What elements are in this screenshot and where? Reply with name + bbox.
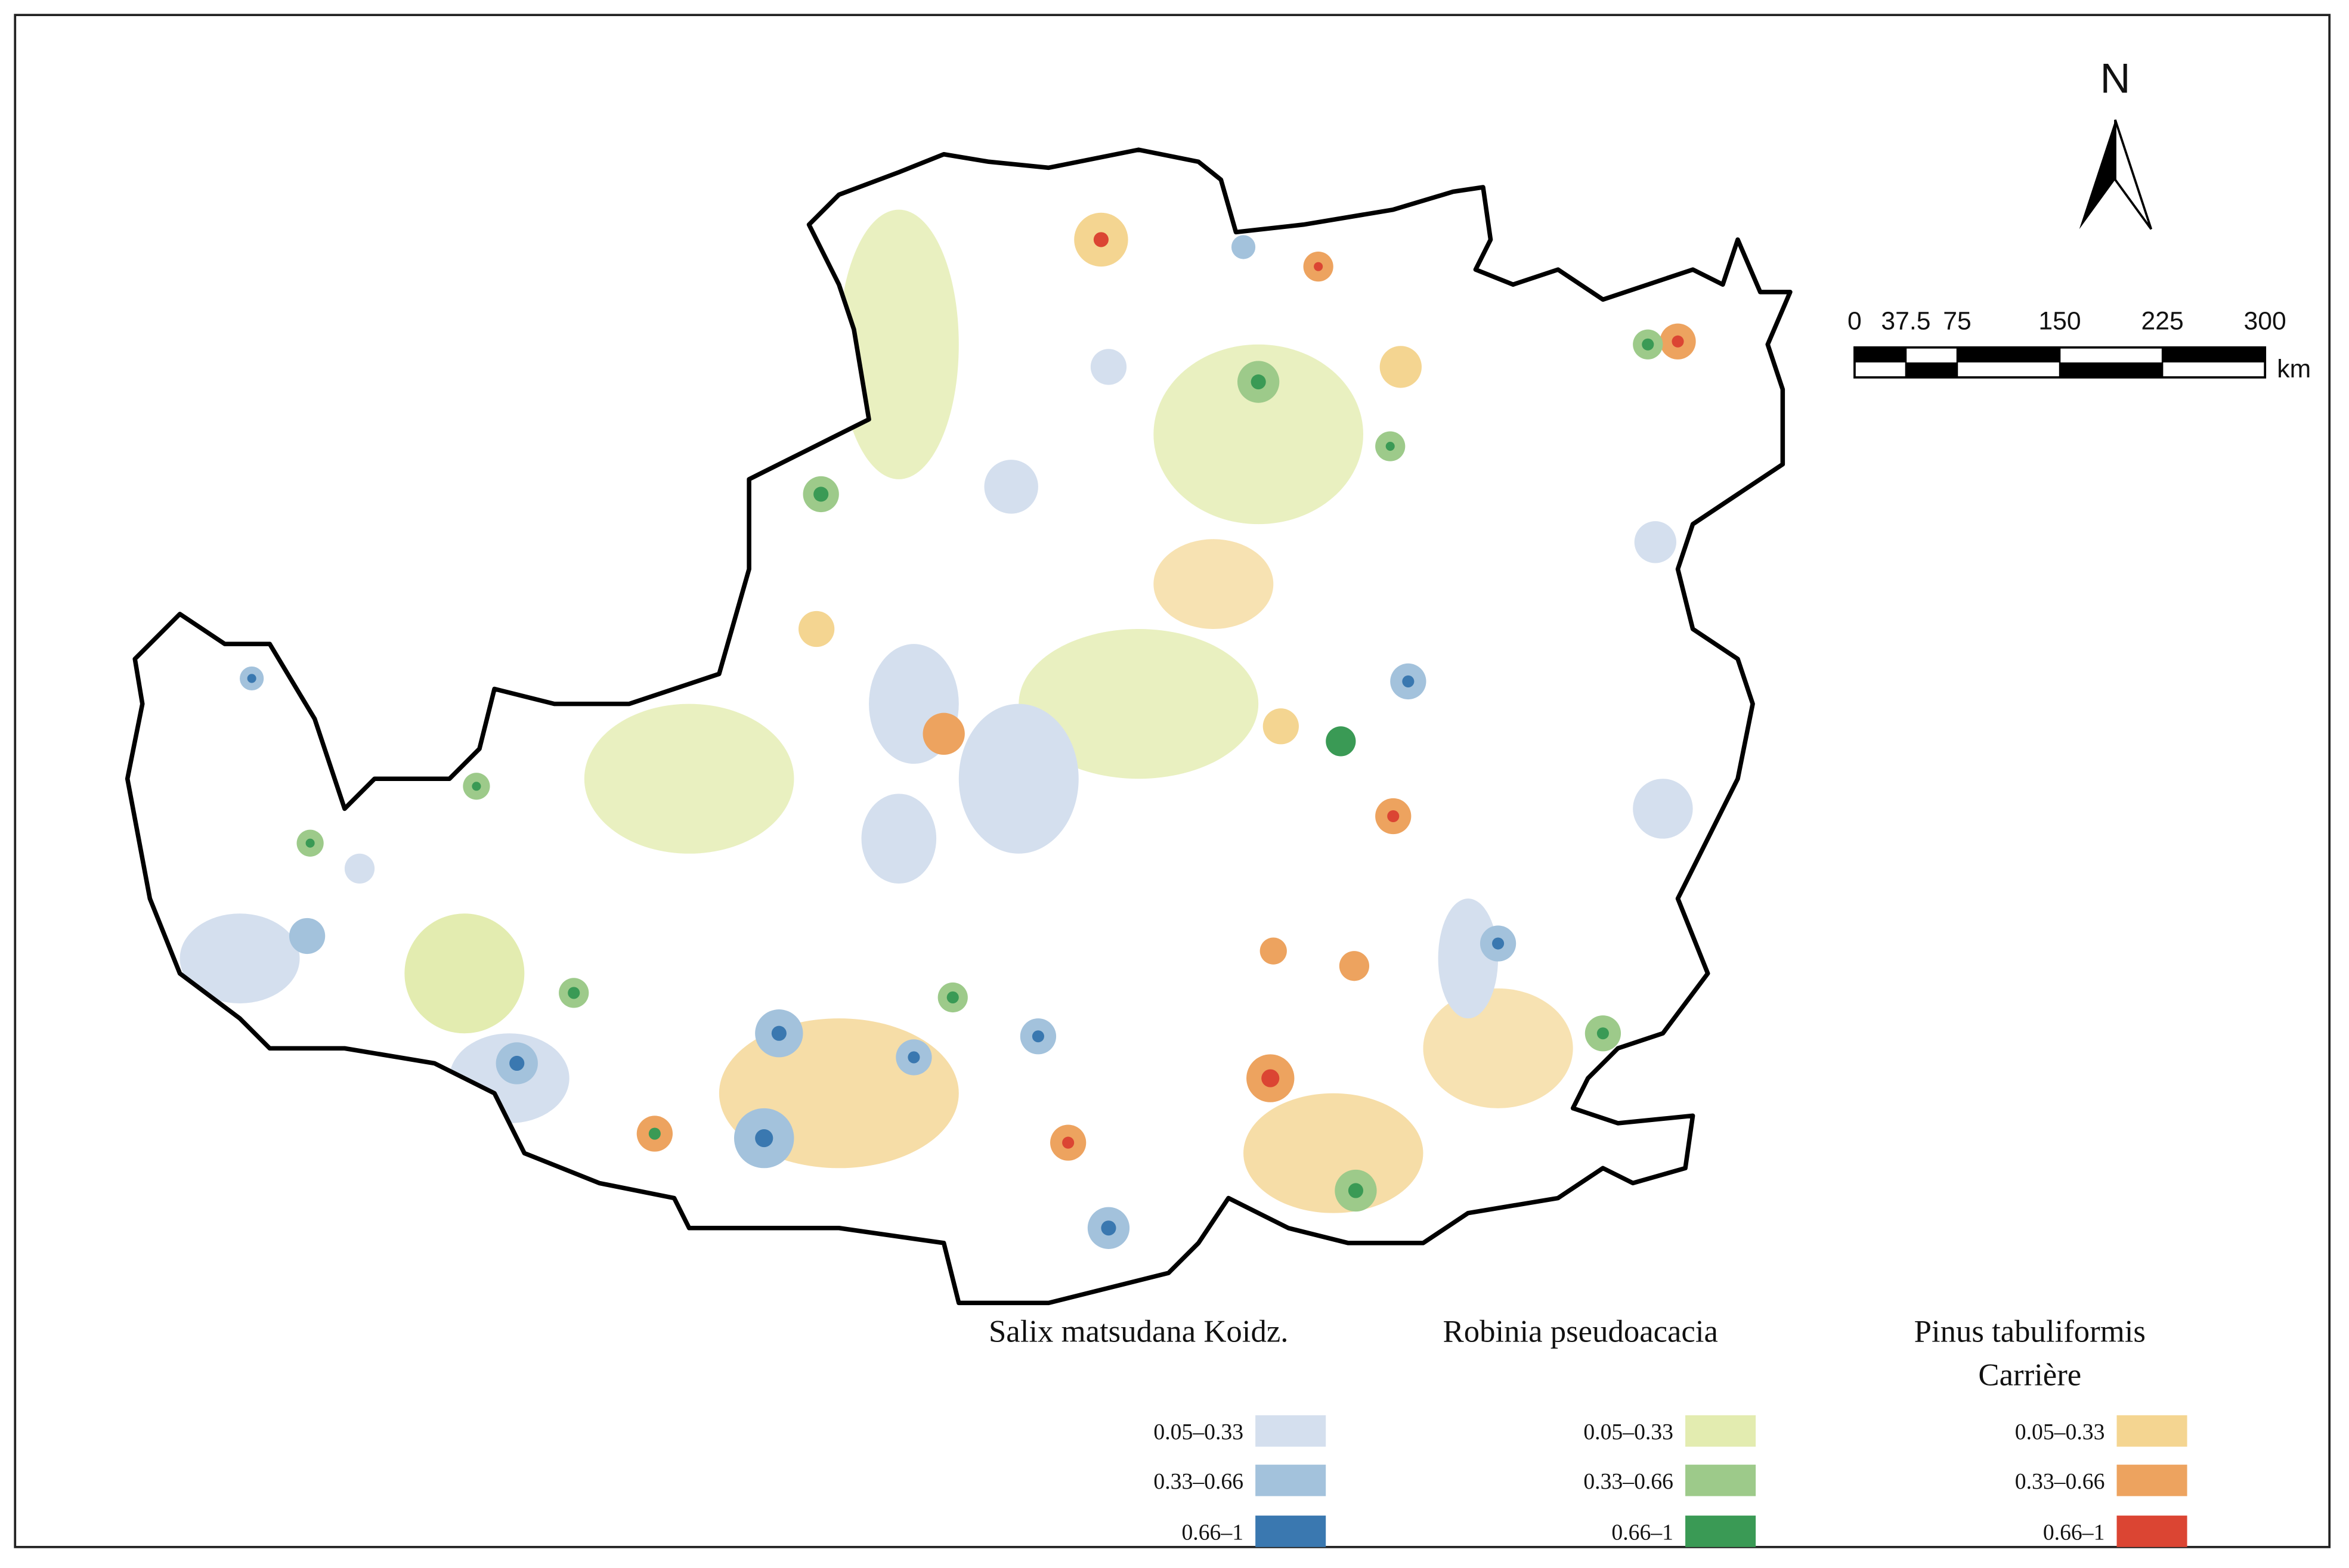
legend-swatch <box>1685 1464 1756 1496</box>
scale-segment <box>1905 362 1957 378</box>
scale-label: 75 <box>1943 307 1971 336</box>
legend: Salix matsudana Koidz. 0.05–0.33 0.33–0.66… <box>989 1315 2187 1547</box>
scale-label: 225 <box>2141 307 2184 336</box>
legend-label: 0.05–0.33 <box>1583 1420 1673 1445</box>
legend-title: Carrière <box>1978 1358 2081 1393</box>
scale-segment <box>1957 347 2060 362</box>
scale-label: 300 <box>2244 307 2286 336</box>
legend-title: Pinus tabuliformis <box>1914 1315 2146 1349</box>
north-label: N <box>2100 55 2131 102</box>
legend-swatch <box>1255 1516 1326 1547</box>
legend-title: Robinia pseudoacacia <box>1443 1315 1718 1349</box>
scale-label: 0 <box>1847 307 1862 336</box>
suitability-patches <box>179 209 1696 1249</box>
scale-unit: km <box>2277 355 2311 383</box>
legend-label: 0.33–0.66 <box>1583 1469 1673 1494</box>
scale-label: 150 <box>2038 307 2081 336</box>
scale-segment <box>2162 347 2266 362</box>
legend-swatch <box>2116 1464 2187 1496</box>
legend-label: 0.66–1 <box>1181 1520 1243 1545</box>
scale-bar: 0 37.5 75 150 225 300 km <box>1847 307 2311 383</box>
legend-swatch <box>2116 1516 2187 1547</box>
legend-label: 0.66–1 <box>2043 1520 2105 1545</box>
legend-swatch <box>1255 1464 1326 1496</box>
legend-title: Salix matsudana Koidz. <box>989 1315 1288 1349</box>
legend-label: 0.05–0.33 <box>1153 1420 1243 1445</box>
legend-label: 0.05–0.33 <box>2015 1420 2105 1445</box>
north-arrow: N <box>2079 55 2153 230</box>
legend-swatch <box>1255 1415 1326 1447</box>
scale-segment <box>1854 347 1906 362</box>
legend-label: 0.33–0.66 <box>1153 1469 1243 1494</box>
scale-segment <box>2060 362 2163 378</box>
map-region <box>128 150 1790 1303</box>
legend-swatch <box>1685 1415 1756 1447</box>
legend-swatch <box>1685 1516 1756 1547</box>
scale-label: 37.5 <box>1881 307 1930 336</box>
legend-label: 0.66–1 <box>1611 1520 1673 1545</box>
legend-label: 0.33–0.66 <box>2015 1469 2105 1494</box>
legend-swatch <box>2116 1415 2187 1447</box>
